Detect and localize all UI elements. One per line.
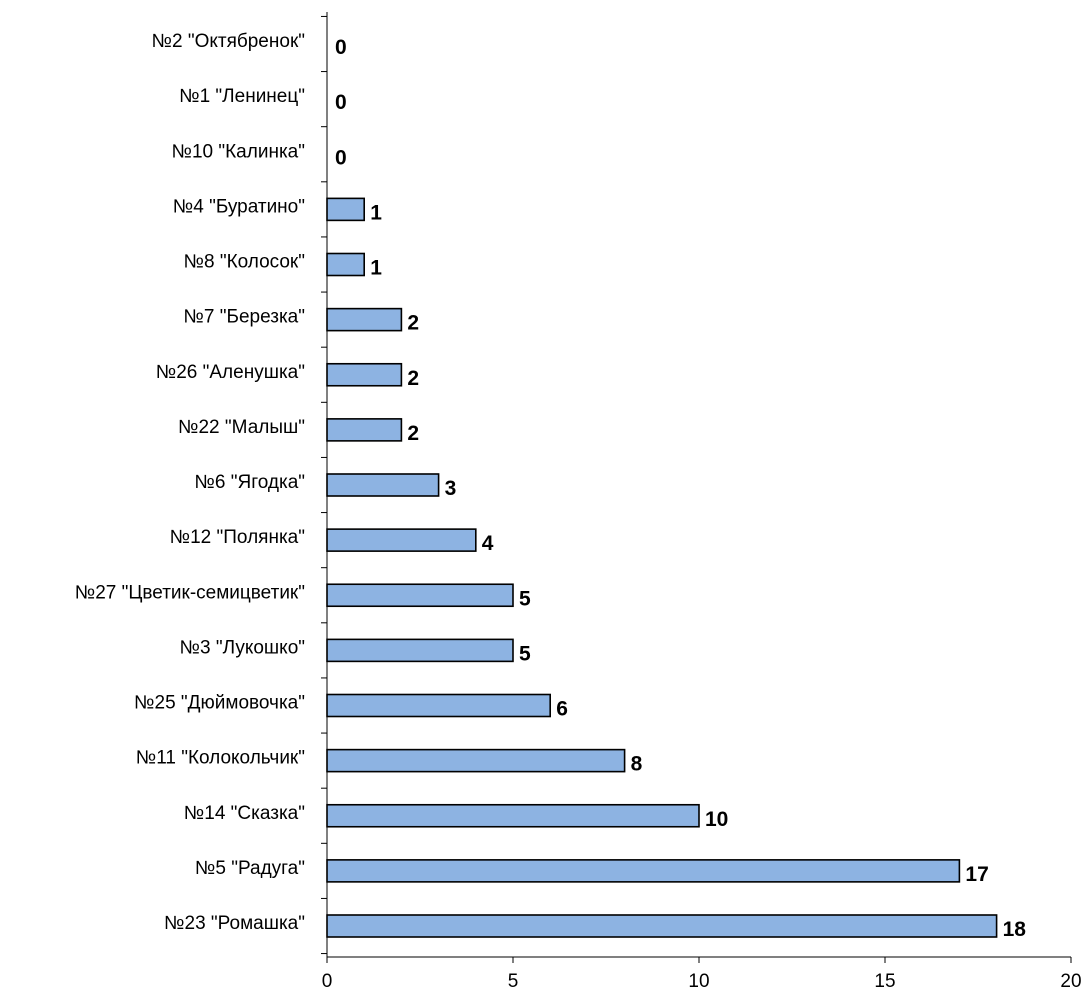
x-tick-label: 5 [508, 971, 519, 992]
data-label: 2 [407, 367, 419, 390]
bar [326, 638, 514, 663]
category-label: №5 "Радуга" [195, 858, 305, 879]
data-label: 17 [965, 863, 988, 886]
category-label: №3 "Лукошко" [180, 637, 305, 658]
category-labels-group: №2 "Октябренок" №1 "Ленинец" №10 "Калинка"… [75, 31, 305, 934]
data-label: 2 [407, 312, 419, 335]
data-label: 1 [370, 201, 382, 224]
axes-group: 0 5 10 15 20 [321, 12, 1082, 992]
data-label: 5 [519, 642, 531, 665]
data-label: 10 [705, 808, 728, 831]
data-label: 2 [407, 422, 419, 445]
category-label: №26 "Аленушка" [156, 362, 305, 383]
data-label: 0 [335, 91, 347, 114]
category-label: №1 "Ленинец" [179, 86, 305, 107]
category-label: №22 "Малыш" [178, 417, 305, 438]
category-label: №11 "Колокольчик" [136, 748, 305, 769]
bar [326, 748, 626, 773]
bar [326, 307, 403, 332]
bar [326, 252, 366, 277]
x-tick-label: 15 [874, 971, 895, 992]
data-label: 8 [631, 753, 643, 776]
bar [326, 197, 366, 222]
category-label: №6 "Ягодка" [195, 472, 305, 493]
data-label: 5 [519, 587, 531, 610]
category-label: №23 "Ромашка" [164, 913, 305, 934]
bar [326, 693, 551, 718]
bar [326, 528, 477, 552]
category-label: №25 "Дюймовочка" [134, 693, 305, 714]
bar [326, 859, 961, 883]
category-label: №12 "Полянка" [170, 527, 305, 548]
data-label: 18 [1003, 918, 1027, 941]
bar [326, 914, 998, 938]
data-label: 1 [370, 257, 382, 280]
data-label: 0 [335, 36, 347, 59]
x-tick-label: 20 [1060, 971, 1081, 992]
bars-group [326, 197, 998, 938]
bar [326, 803, 700, 828]
value-labels-group: 0 0 0 1 1 2 2 2 3 4 5 5 6 8 10 17 18 [335, 36, 1026, 941]
category-label: №8 "Колосок" [184, 252, 305, 273]
bar [326, 583, 514, 608]
category-label: №4 "Буратино" [173, 196, 305, 217]
data-label: 3 [445, 477, 457, 500]
data-label: 6 [556, 698, 568, 721]
category-label: №2 "Октябренок" [152, 31, 305, 52]
category-label: №7 "Березка" [184, 307, 305, 328]
bar [326, 418, 403, 442]
category-label: №14 "Сказка" [184, 803, 305, 824]
data-label: 0 [335, 146, 347, 169]
x-tick-label: 10 [688, 971, 709, 992]
x-tick-label: 0 [322, 971, 333, 992]
category-label: №10 "Калинка" [172, 141, 305, 162]
data-label: 4 [482, 532, 494, 555]
bar [326, 473, 440, 497]
bar [326, 362, 403, 387]
category-label: №27 "Цветик-семицветик" [75, 582, 305, 603]
